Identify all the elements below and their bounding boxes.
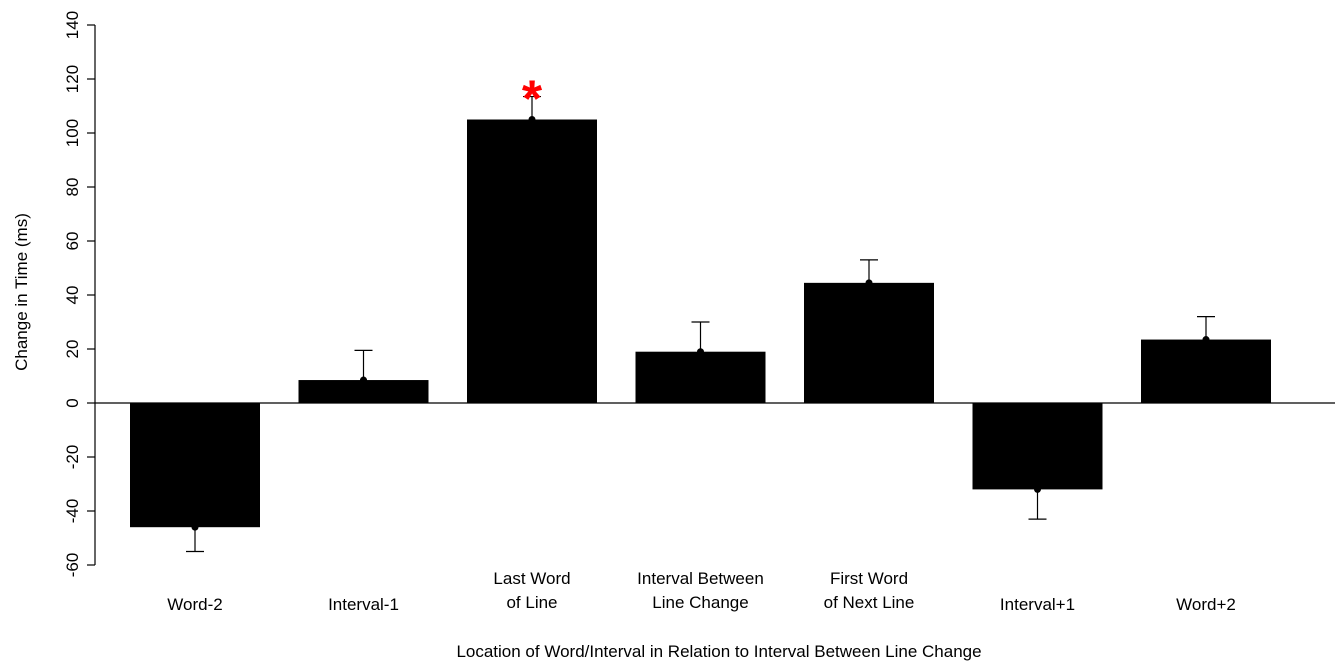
- y-tick-label: 40: [63, 286, 82, 305]
- mean-point: [528, 116, 536, 123]
- bar: [972, 403, 1103, 490]
- bar: [298, 380, 429, 403]
- significance-asterisk: *: [522, 71, 543, 129]
- bar: [130, 403, 260, 528]
- category-label: Interval+1: [1000, 595, 1075, 614]
- significance-markers: *: [522, 71, 543, 129]
- y-tick-label: 120: [63, 65, 82, 93]
- mean-point: [360, 376, 367, 384]
- y-tick-label: -40: [63, 499, 82, 524]
- category-label: of Line: [506, 593, 557, 612]
- mean-point: [865, 279, 873, 287]
- mean-point: [1034, 485, 1041, 493]
- category-label: Interval-1: [328, 595, 399, 614]
- y-tick-label: 100: [63, 119, 82, 147]
- bar: [804, 282, 934, 403]
- bars: [130, 119, 1271, 528]
- x-axis-title: Location of Word/Interval in Relation to…: [456, 642, 981, 661]
- bar: [1141, 339, 1271, 403]
- y-tick-label: 140: [63, 11, 82, 39]
- category-label: Line Change: [652, 593, 748, 612]
- mean-point: [1202, 336, 1210, 344]
- mean-point: [191, 523, 199, 531]
- error-bars: [186, 95, 1215, 553]
- y-tick-label: 60: [63, 232, 82, 251]
- y-tick-label: 0: [63, 398, 82, 407]
- bar: [635, 351, 766, 403]
- bar: [467, 119, 597, 403]
- y-tick-label: -20: [63, 445, 82, 470]
- category-label: Word-2: [167, 595, 222, 614]
- y-tick-label: 80: [63, 178, 82, 197]
- category-label: Word+2: [1176, 595, 1236, 614]
- category-labels: Word-2 Interval-1 Last Word of Line Interval…: [167, 569, 1236, 614]
- y-tick-label: 20: [63, 340, 82, 359]
- category-label: of Next Line: [824, 593, 915, 612]
- mean-point: [697, 348, 704, 356]
- y-tick-label: -60: [63, 553, 82, 578]
- category-label: Last Word: [493, 569, 570, 588]
- category-label: Interval Between: [637, 569, 764, 588]
- y-axis-title: Change in Time (ms): [12, 213, 31, 371]
- category-label: First Word: [830, 569, 908, 588]
